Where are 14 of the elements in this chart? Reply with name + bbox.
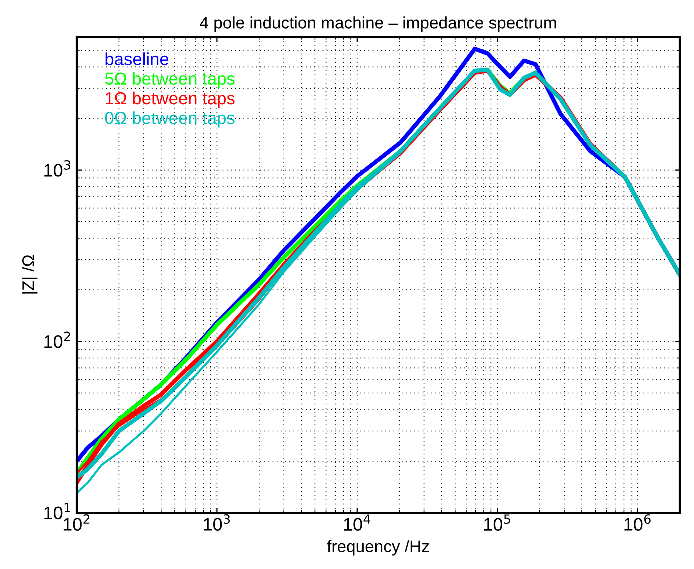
text: baseline [106, 52, 169, 66]
x-tick-label: 10$^{4}$ [344, 514, 371, 531]
y-axis-title: |Z| /Ω [22, 255, 38, 294]
x-tick-label: 10$^{6}$ [624, 514, 651, 531]
x-tick-label: 10$^{2}$ [64, 514, 90, 531]
text: 0Ω between taps [105, 112, 235, 128]
x-axis-title: frequency /Hz [327, 540, 430, 556]
y-tick-label: 10$^{3}$ [44, 160, 71, 177]
y-tick-label: 10$^{2}$ [44, 332, 70, 348]
x-tick-label: 10$^{3}$ [204, 514, 230, 531]
x-tick-label: 10$^{5}$ [484, 514, 510, 531]
chart-title: 4 pole induction machine – impedance spectrum [200, 16, 556, 32]
text: 5Ω between taps [105, 72, 235, 88]
text: 1Ω between taps [106, 92, 235, 108]
